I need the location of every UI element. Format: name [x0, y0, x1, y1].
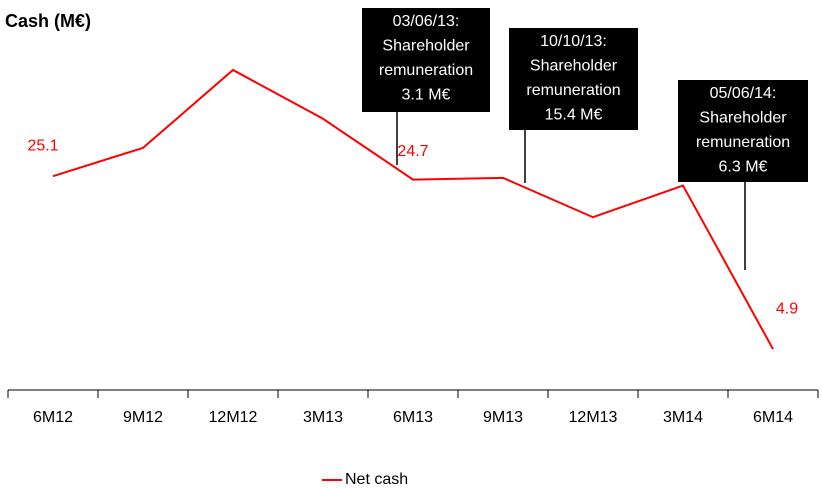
x-tick-label: 3M13	[303, 409, 343, 426]
annotation-box	[362, 8, 490, 112]
annotation-text: 03/06/13:	[393, 13, 460, 30]
annotation-text: remuneration	[696, 134, 790, 151]
line-series	[52, 68, 774, 350]
annotation-text: Shareholder	[382, 38, 470, 55]
annotation-text: 6.3 M€	[719, 159, 768, 176]
annotation-text: remuneration	[526, 82, 620, 99]
data-label: 25.1	[27, 137, 58, 154]
chart-title: Cash (M€)	[5, 11, 91, 31]
x-tick-label: 9M13	[483, 409, 523, 426]
x-tick-label: 6M13	[393, 409, 433, 426]
x-tick-label: 3M14	[663, 409, 703, 426]
legend-label: Net cash	[345, 471, 408, 488]
data-label: 24.7	[397, 143, 428, 160]
annotation-text: Shareholder	[530, 58, 618, 75]
annotation-text: 3.1 M€	[402, 87, 451, 104]
annotation-text: 10/10/13:	[540, 33, 607, 50]
annotation-text: Shareholder	[699, 110, 787, 127]
annotation-text: 15.4 M€	[545, 107, 603, 124]
annotation-box	[678, 80, 808, 182]
annotation-text: 05/06/14:	[710, 85, 777, 102]
x-tick-label: 12M12	[209, 409, 258, 426]
x-tick-label: 6M12	[33, 409, 73, 426]
x-tick-label: 9M12	[123, 409, 163, 426]
annotation-text: remuneration	[379, 62, 473, 79]
x-tick-label: 12M13	[569, 409, 618, 426]
x-tick-label: 6M14	[753, 409, 793, 426]
data-label: 4.9	[776, 300, 798, 317]
annotation-box	[509, 28, 638, 130]
